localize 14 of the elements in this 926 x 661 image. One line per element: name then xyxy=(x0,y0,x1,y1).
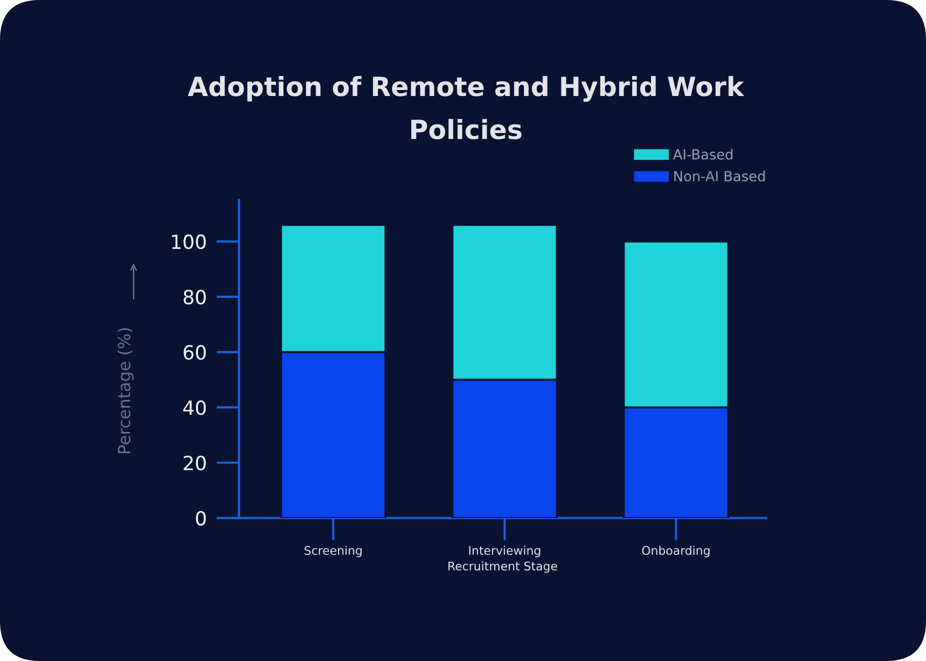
y-tick-label: 20 xyxy=(184,456,206,470)
y-axis-title: Percentage (%) xyxy=(117,328,134,454)
legend-label: Non-AI Based xyxy=(674,170,765,182)
x-tick-label: Screening xyxy=(304,546,362,558)
chart-title: Adoption of Remote and Hybrid Work Policies xyxy=(188,76,744,140)
x-tick-label: Interviewing xyxy=(469,546,540,558)
y-tick-label: 60 xyxy=(184,345,206,360)
legend-label: AI-Based xyxy=(673,148,732,160)
x-axis-title: Recruitment Stage xyxy=(448,561,558,573)
y-tick-label: 0 xyxy=(196,510,206,526)
y-tick-label: 40 xyxy=(183,400,206,416)
y-tick-label: 80 xyxy=(184,290,206,304)
x-tick-label: Onboarding xyxy=(642,546,710,558)
y-tick-label: 100 xyxy=(172,234,206,250)
